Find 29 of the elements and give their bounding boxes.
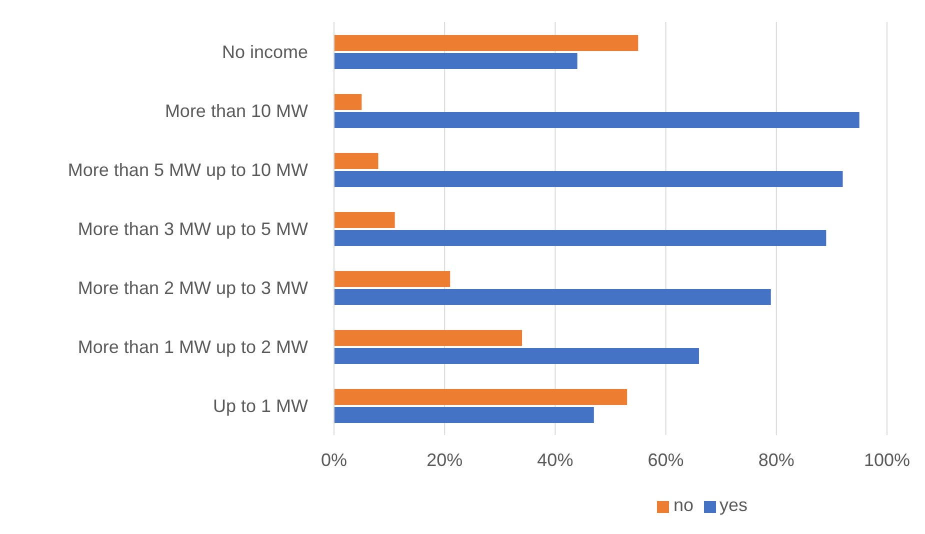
bar — [334, 112, 860, 128]
y-tick-label: More than 2 MW up to 3 MW — [78, 278, 308, 298]
x-tick-label: 80% — [758, 450, 794, 470]
bar — [334, 389, 628, 405]
x-tick-label: 60% — [648, 450, 684, 470]
bar — [334, 330, 522, 346]
bar — [334, 407, 594, 423]
legend-label: yes — [720, 495, 748, 515]
bar — [334, 153, 378, 169]
y-tick-label: Up to 1 MW — [212, 396, 308, 416]
y-tick-label: More than 3 MW up to 5 MW — [78, 218, 308, 239]
x-tick-label: 0% — [320, 450, 348, 470]
bar — [334, 171, 843, 187]
x-tick-label: 100% — [864, 450, 910, 470]
bar — [334, 289, 771, 305]
bar — [334, 230, 826, 246]
legend-label: no — [673, 495, 694, 515]
bar — [334, 53, 578, 69]
x-tick-label: 20% — [426, 450, 463, 470]
bar — [334, 348, 699, 364]
bar — [334, 271, 450, 287]
y-tick-label: More than 5 MW up to 10 MW — [68, 160, 308, 180]
y-tick-label: No income — [222, 42, 308, 62]
bar — [334, 94, 362, 110]
y-tick-label: More than 10 MW — [164, 100, 308, 121]
x-tick-label: 40% — [537, 450, 574, 470]
bar — [334, 35, 638, 51]
y-tick-label: More than 1 MW up to 2 MW — [78, 336, 308, 357]
bar — [334, 212, 395, 228]
